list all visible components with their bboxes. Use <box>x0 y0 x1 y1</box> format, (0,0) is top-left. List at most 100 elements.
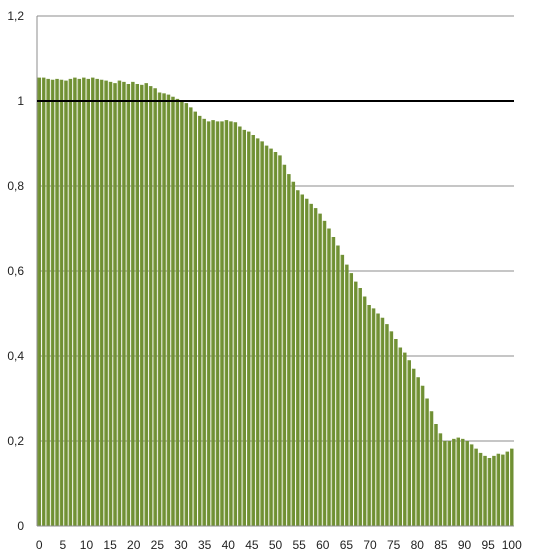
bar <box>144 83 148 527</box>
bar-highlight <box>211 120 213 526</box>
y-tick-label: 0,6 <box>7 264 24 278</box>
bar <box>300 194 304 526</box>
bar <box>318 213 322 526</box>
bar-highlight <box>260 141 262 526</box>
bar <box>193 111 197 526</box>
bar <box>380 317 385 526</box>
bar-highlight <box>99 79 101 526</box>
x-tick-label: 45 <box>245 538 259 552</box>
bar <box>340 254 345 526</box>
bar-highlight <box>229 121 231 527</box>
bar <box>90 77 95 526</box>
bar-highlight <box>108 81 110 526</box>
bar-highlight <box>313 208 315 526</box>
bar <box>376 313 380 526</box>
bar <box>452 438 456 526</box>
bar-highlight <box>144 83 146 527</box>
bar <box>296 190 300 526</box>
bar <box>82 77 86 526</box>
bar-highlight <box>487 458 489 526</box>
bar <box>501 454 505 526</box>
bar-highlight <box>510 448 512 526</box>
bar-highlight <box>264 145 266 526</box>
bar <box>162 93 166 526</box>
bar <box>157 92 162 526</box>
bar-highlight <box>162 93 164 526</box>
y-tick-label: 0,2 <box>7 434 24 448</box>
x-tick-label: 95 <box>481 538 495 552</box>
bar <box>291 181 296 526</box>
bar <box>336 245 340 526</box>
bar-highlight <box>327 228 329 526</box>
bar <box>233 122 238 526</box>
bar-highlight <box>389 331 391 526</box>
bar <box>349 273 354 526</box>
x-tick-label: 100 <box>502 538 522 552</box>
bar <box>197 115 202 526</box>
bar-highlight <box>269 148 271 526</box>
bar <box>46 78 50 527</box>
bar-highlight <box>148 86 150 526</box>
bar-highlight <box>215 121 217 527</box>
bar-highlight <box>117 80 119 526</box>
bar-highlight <box>77 78 79 527</box>
bar-highlight <box>447 441 449 526</box>
bar <box>135 84 140 526</box>
bar <box>273 152 278 526</box>
bar-highlight <box>398 347 400 526</box>
bar-highlight <box>82 77 84 526</box>
bar <box>64 80 68 526</box>
bar-highlight <box>354 281 356 526</box>
bar <box>304 198 309 526</box>
bar <box>367 305 371 526</box>
bar-highlight <box>407 360 409 526</box>
bar <box>206 121 211 527</box>
bar-highlight <box>460 438 463 526</box>
bar-highlight <box>474 448 476 526</box>
bar <box>510 448 514 526</box>
bar <box>287 174 291 526</box>
bar <box>420 385 425 526</box>
x-tick-label: 55 <box>292 538 306 552</box>
bar <box>166 94 171 526</box>
bar <box>474 448 478 526</box>
bar <box>322 220 327 526</box>
bar-highlight <box>300 194 302 526</box>
bar <box>95 78 99 527</box>
bar-highlight <box>340 254 342 526</box>
x-tick-label: 80 <box>411 538 425 552</box>
bar <box>434 424 438 526</box>
bar-highlight <box>394 339 396 526</box>
bar <box>269 148 273 526</box>
bar-highlight <box>434 424 436 526</box>
bar <box>73 77 77 526</box>
bar <box>68 78 73 527</box>
y-tick-label: 0 <box>17 519 24 533</box>
bar-highlight <box>278 155 280 526</box>
bar <box>443 441 447 526</box>
bar-highlight <box>104 80 106 526</box>
x-tick-label: 25 <box>151 538 165 552</box>
bar <box>180 101 184 526</box>
bar-highlight <box>304 198 307 526</box>
bar-highlight <box>171 96 173 526</box>
bar <box>260 141 264 526</box>
bar-highlight <box>420 385 422 526</box>
bar <box>251 135 255 526</box>
bar <box>407 360 411 526</box>
bar <box>77 78 82 527</box>
bar-highlight <box>55 78 57 527</box>
bar-highlight <box>180 101 182 526</box>
bar <box>496 453 501 526</box>
bar <box>425 398 429 526</box>
bar-highlight <box>380 317 382 526</box>
bar <box>447 441 452 526</box>
bar <box>264 145 269 526</box>
bar-highlight <box>309 203 311 526</box>
bar-highlight <box>131 81 133 526</box>
bar-highlight <box>86 78 88 527</box>
x-tick-label: 85 <box>434 538 448 552</box>
x-tick-label: 65 <box>340 538 354 552</box>
bar <box>429 411 434 526</box>
bar <box>354 281 358 526</box>
